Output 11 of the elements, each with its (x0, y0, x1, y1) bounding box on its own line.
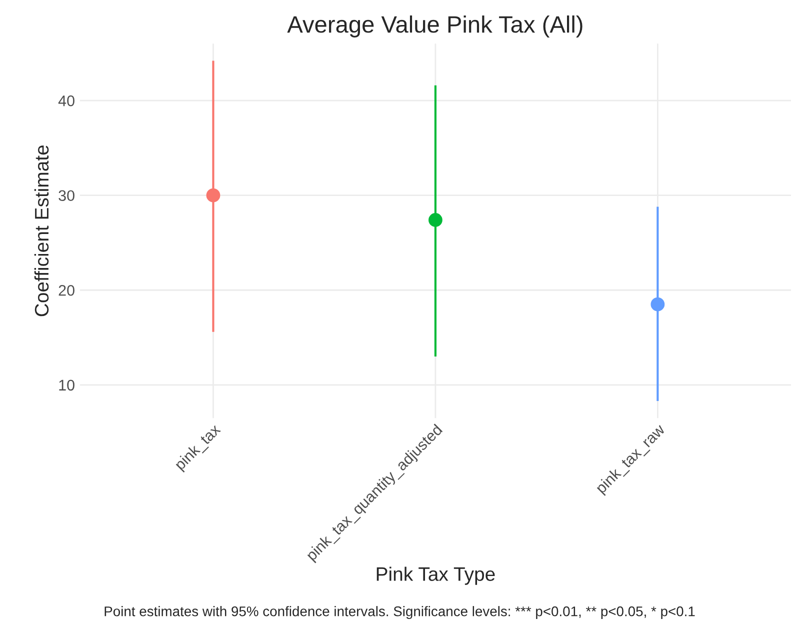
x-axis-title: Pink Tax Type (376, 566, 495, 585)
chart-title: Average Value Pink Tax (All) (287, 15, 582, 38)
y-tick-label: 10 (59, 380, 74, 391)
text: Point estimates with 95% confidence intervals. Significance levels: *** p<0.01, ** p<0.05, * p<0.1 (104, 606, 695, 620)
y-tick-label: 30 (58, 190, 74, 202)
point (650, 297, 665, 312)
point (428, 213, 442, 227)
point (206, 188, 220, 202)
y-tick-label: 20 (58, 284, 74, 296)
y-tick-label: 40 (58, 95, 74, 106)
y-axis-title: Coefficient Estimate (34, 145, 49, 316)
